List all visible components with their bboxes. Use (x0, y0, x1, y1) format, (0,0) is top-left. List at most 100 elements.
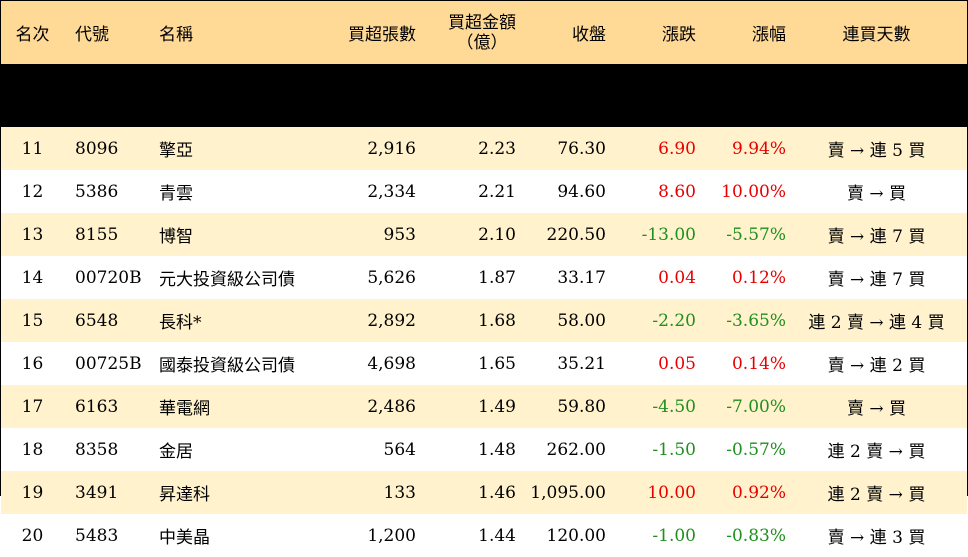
cell-amount: 1.48 (478, 439, 516, 460)
header-divider (1, 64, 967, 127)
cell-code: 6548 (75, 310, 119, 331)
cell-code: 3491 (75, 482, 119, 503)
table-header: 名次 代號 名稱 買超張數 買超金額 （億） 收盤 漲跌 漲幅 連買天數 (1, 1, 967, 127)
cell-close: 220.50 (546, 224, 606, 245)
col-header-amount-line1: 買超金額 (448, 12, 516, 33)
cell-name: 長科* (159, 313, 202, 333)
cell-days: 賣 → 連 3 買 (827, 528, 926, 548)
cell-rank: 17 (21, 396, 44, 417)
cell-change: 10.00 (647, 482, 696, 503)
col-header-amount-line2: （億） (456, 32, 508, 53)
cell-name: 博智 (159, 227, 193, 247)
cell-lots: 2,486 (367, 396, 416, 417)
table-row: 16 00725B 國泰投資級公司債 4,698 1.65 35.21 0.05 0.14% 賣… (1, 342, 967, 385)
cell-change: 8.60 (658, 181, 696, 202)
cell-change: 0.05 (658, 353, 696, 374)
cell-close: 262.00 (546, 439, 606, 460)
cell-days: 連 2 賣 → 買 (827, 442, 926, 462)
table-row: 12 5386 青雲 2,334 2.21 94.60 8.60 10.00% 賣 → 買 (1, 170, 967, 213)
cell-lots: 2,916 (367, 138, 416, 159)
cell-pct: 0.92% (731, 482, 786, 503)
cell-name: 中美晶 (159, 528, 210, 548)
cell-change: -13.00 (641, 224, 696, 245)
cell-pct: 10.00% (721, 181, 786, 202)
cell-change: 6.90 (658, 138, 696, 159)
cell-name: 華電網 (159, 399, 210, 419)
cell-code: 5483 (75, 525, 119, 546)
cell-change: -2.20 (652, 310, 696, 331)
cell-close: 76.30 (557, 138, 606, 159)
cell-pct: -0.83% (726, 525, 786, 546)
cell-close: 35.21 (557, 353, 606, 374)
table-row: 14 00720B 元大投資級公司債 5,626 1.87 33.17 0.04 0.12% 賣… (1, 256, 967, 299)
col-header-close: 收盤 (572, 25, 606, 45)
cell-code: 8358 (75, 439, 119, 460)
cell-rank: 11 (21, 138, 44, 159)
table-row: 15 6548 長科* 2,892 1.68 58.00 -2.20 -3.65% 連 2 賣 … (1, 299, 967, 342)
cell-rank: 14 (21, 267, 44, 288)
table-body: 11 8096 擎亞 2,916 2.23 76.30 6.90 9.94% 賣 → 連 5 買… (1, 127, 967, 557)
cell-days: 賣 → 連 2 買 (827, 356, 926, 376)
table-row: 17 6163 華電網 2,486 1.49 59.80 -4.50 -7.00% 賣 → 買 (1, 385, 967, 428)
cell-amount: 2.10 (478, 224, 516, 245)
cell-code: 00720B (75, 267, 142, 288)
header-divider-line (1, 64, 967, 127)
cell-amount: 1.68 (478, 310, 516, 331)
cell-days: 連 2 賣 → 買 (827, 485, 926, 505)
cell-days: 賣 → 連 5 買 (827, 141, 926, 161)
cell-rank: 16 (21, 353, 44, 374)
col-header-pct: 漲幅 (752, 25, 786, 45)
cell-amount: 1.44 (478, 525, 516, 546)
cell-pct: -7.00% (726, 396, 786, 417)
cell-pct: 9.94% (731, 138, 786, 159)
cell-days: 賣 → 買 (846, 399, 907, 419)
cell-amount: 2.21 (478, 181, 516, 202)
cell-close: 94.60 (557, 181, 606, 202)
cell-code: 6163 (75, 396, 119, 417)
col-header-name-label: 名稱 (159, 25, 193, 45)
table-row: 19 3491 昇達科 133 1.46 1,095.00 10.00 0.92% 連 2 賣 … (1, 471, 967, 514)
cell-change: 0.04 (658, 267, 696, 288)
cell-lots: 564 (383, 439, 416, 460)
cell-amount: 2.23 (478, 138, 516, 159)
cell-lots: 5,626 (367, 267, 416, 288)
cell-days: 連 2 賣 → 連 4 買 (808, 313, 945, 333)
cell-lots: 133 (383, 482, 416, 503)
cell-name: 國泰投資級公司債 (159, 356, 295, 376)
cell-code: 5386 (75, 181, 119, 202)
header-row: 名次 代號 名稱 買超張數 買超金額 （億） 收盤 漲跌 漲幅 連買天數 (1, 1, 967, 64)
cell-code: 8096 (75, 138, 119, 159)
cell-amount: 1.87 (478, 267, 516, 288)
cell-code: 00725B (75, 353, 142, 374)
cell-pct: -0.57% (726, 439, 786, 460)
col-header-lots-label: 買超張數 (348, 25, 416, 45)
cell-rank: 12 (21, 181, 44, 202)
cell-change: -1.50 (652, 439, 696, 460)
cell-pct: -3.65% (726, 310, 786, 331)
cell-name: 金居 (159, 442, 193, 462)
cell-lots: 1,200 (367, 525, 416, 546)
cell-change: -1.00 (652, 525, 696, 546)
cell-close: 58.00 (557, 310, 606, 331)
cell-rank: 20 (21, 525, 44, 546)
cell-pct: -5.57% (726, 224, 786, 245)
cell-days: 賣 → 連 7 買 (827, 270, 926, 290)
cell-rank: 13 (21, 224, 44, 245)
col-header-amount-label: 買超金額 （億） (448, 13, 516, 53)
col-header-code: 代號 (64, 1, 149, 64)
cell-lots: 2,334 (367, 181, 416, 202)
table-row: 13 8155 博智 953 2.10 220.50 -13.00 -5.57% 賣 → 連 7… (1, 213, 967, 256)
cell-lots: 953 (383, 224, 416, 245)
cell-code: 8155 (75, 224, 119, 245)
cell-lots: 2,892 (367, 310, 416, 331)
col-header-amount: 買超金額 （億） (416, 1, 516, 64)
col-header-name: 名稱 (149, 1, 314, 64)
cell-change: -4.50 (652, 396, 696, 417)
cell-close: 1,095.00 (530, 482, 606, 503)
cell-rank: 19 (21, 482, 44, 503)
cell-pct: 0.12% (731, 267, 786, 288)
cell-amount: 1.65 (478, 353, 516, 374)
cell-pct: 0.14% (731, 353, 786, 374)
